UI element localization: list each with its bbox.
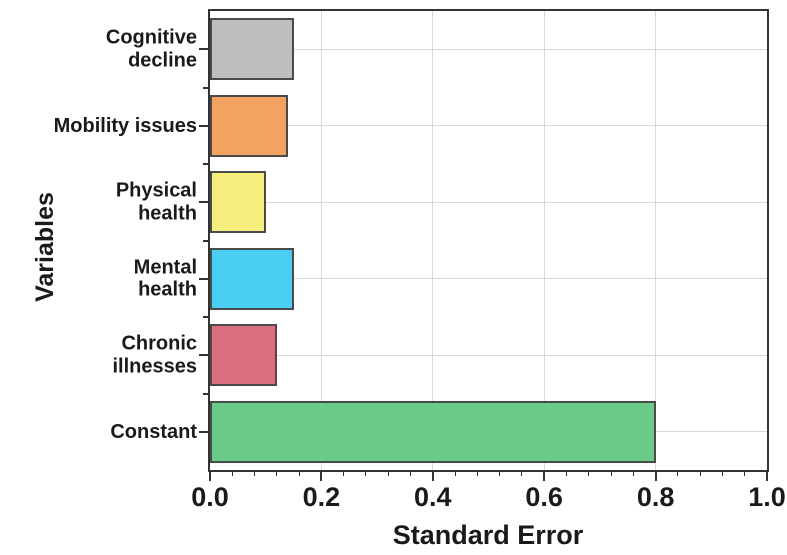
gridline-horizontal: [210, 125, 767, 127]
x-axis-major-tick: [766, 471, 768, 481]
x-tick-label: 0.2: [302, 482, 341, 512]
bar: [210, 94, 288, 157]
bar: [210, 247, 294, 310]
bar: [210, 324, 277, 387]
x-axis-major-tick: [654, 471, 657, 481]
gridline-vertical: [320, 11, 322, 470]
y-axis-title: Variables: [31, 192, 59, 302]
x-axis-major-tick: [320, 471, 323, 481]
x-axis-major-tick: [209, 471, 211, 481]
gridline-horizontal: [210, 48, 767, 50]
y-axis-major-tick: [199, 430, 208, 433]
plot-area: [208, 9, 769, 472]
y-axis-major-tick: [199, 124, 208, 127]
x-axis-major-tick: [543, 471, 546, 481]
y-axis-major-tick: [199, 201, 208, 204]
category-label: Constant: [110, 420, 197, 443]
x-tick-label: 0.6: [525, 482, 563, 512]
x-tick-label: 1.0: [748, 482, 786, 512]
gridline-vertical: [543, 11, 545, 470]
gridline-horizontal: [210, 201, 767, 203]
bar: [210, 18, 294, 81]
gridline-vertical: [432, 11, 434, 470]
category-label: Cognitive decline: [105, 26, 197, 72]
x-tick-label: 0.0: [191, 482, 229, 512]
x-tick-label: 0.4: [414, 482, 452, 512]
x-tick-label: 0.8: [636, 482, 675, 512]
bar: [210, 400, 656, 463]
x-axis-major-tick: [431, 471, 434, 481]
gridline-horizontal: [210, 278, 767, 280]
bar: [210, 171, 266, 234]
gridline-vertical: [655, 11, 657, 470]
y-axis-major-tick: [199, 277, 208, 280]
y-axis-major-tick: [199, 354, 208, 357]
y-axis-major-tick: [199, 48, 208, 51]
x-axis-title: Standard Error: [392, 520, 584, 550]
gridline-horizontal: [210, 354, 767, 356]
